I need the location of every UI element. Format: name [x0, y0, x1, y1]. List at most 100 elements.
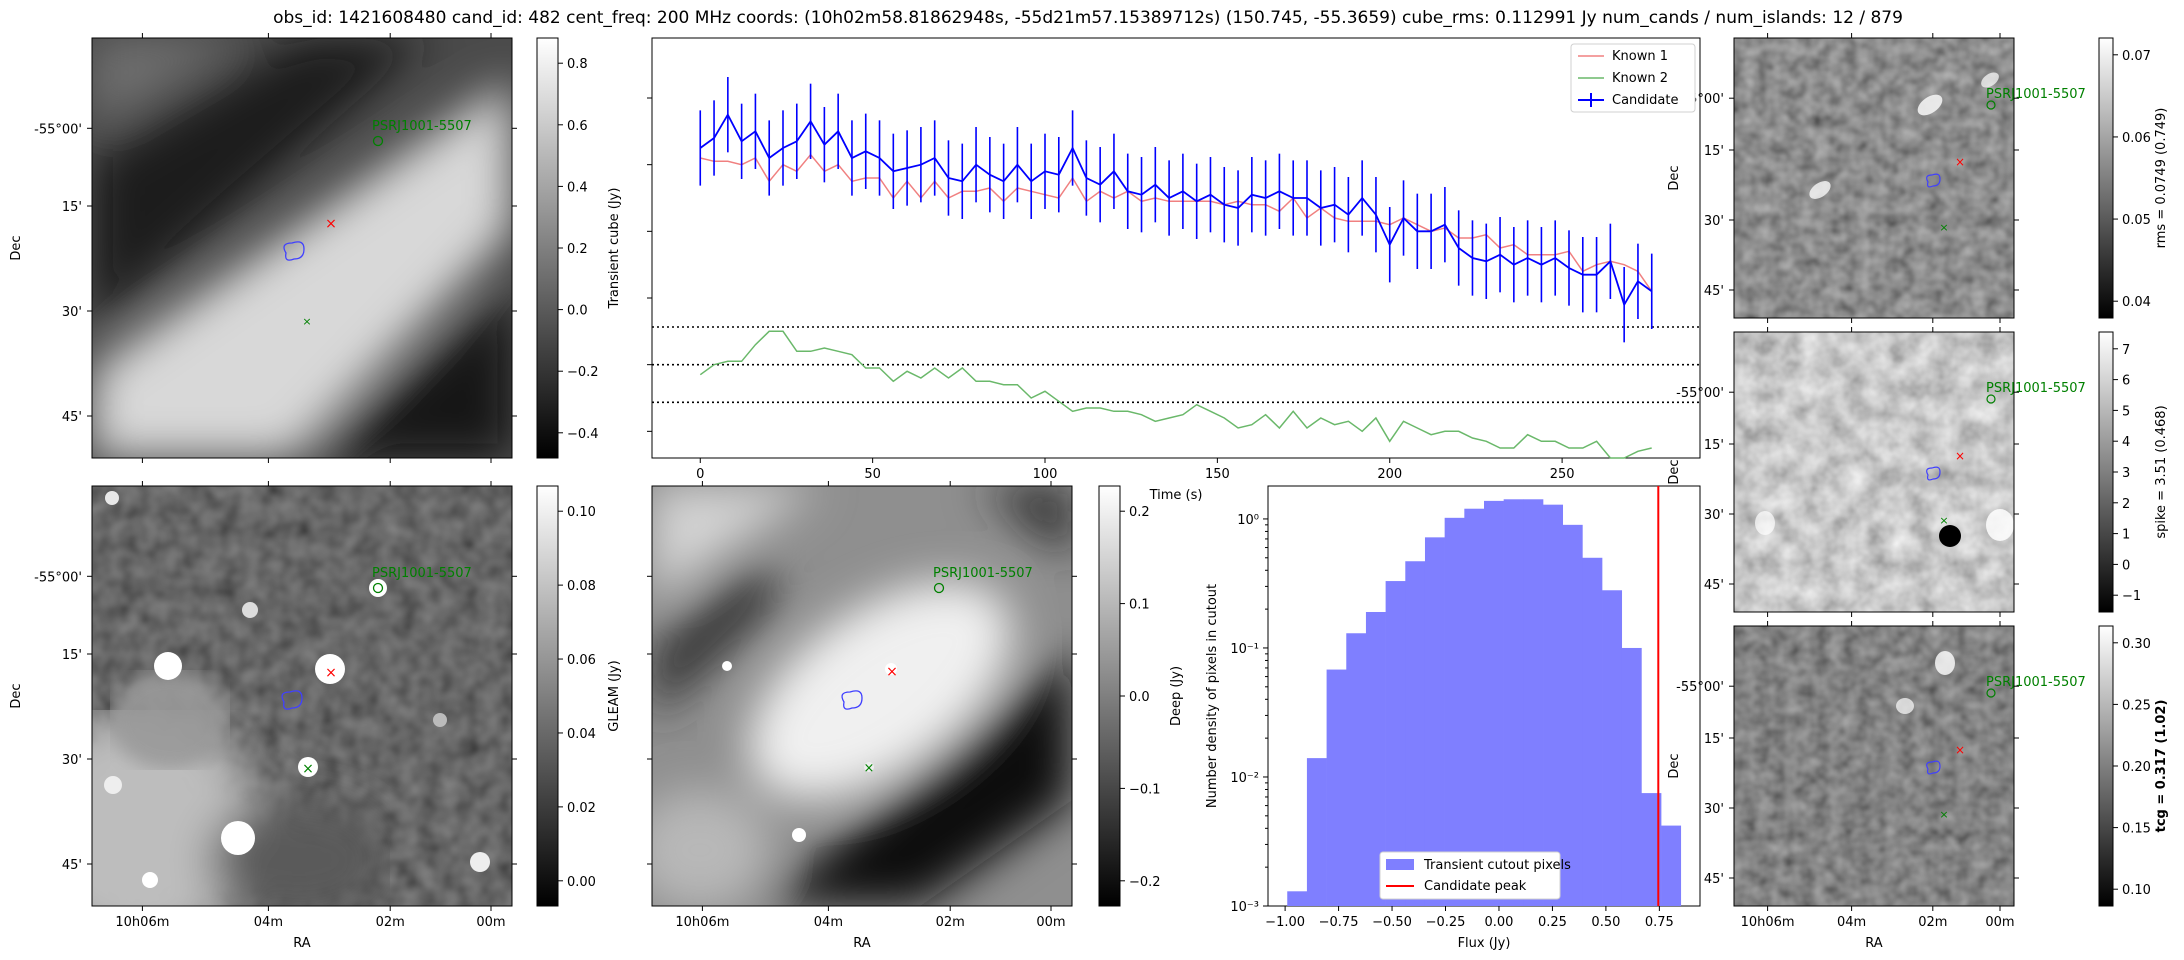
- dec-tick-label: 45': [1704, 284, 1724, 299]
- spike-image: [1734, 332, 2014, 612]
- candidate-line: [699, 112, 1653, 307]
- histogram-bar: [1641, 793, 1662, 906]
- x-axis-label: Flux (Jy): [1458, 936, 1511, 951]
- svg-text:×: ×: [1955, 449, 1965, 463]
- ra-tick-label: 00m: [1985, 915, 2014, 930]
- svg-text:×: ×: [325, 665, 337, 681]
- spike-colorbar: [2098, 331, 2114, 613]
- dec-axis-label: Dec: [1667, 165, 1682, 190]
- gleam-overlays: × × PSRJ1001-5507: [281, 566, 472, 777]
- x-tick-label: 250: [1550, 467, 1575, 482]
- dec-tick-label: 15': [1704, 144, 1724, 159]
- spike-overlays: × × PSRJ1001-5507: [1926, 381, 2086, 527]
- dec-axis-label: Dec: [1667, 753, 1682, 778]
- colorbar-label: Deep (Jy): [1169, 666, 1184, 726]
- colorbar-tick-label: −0.2: [567, 365, 599, 380]
- ra-tick-label: 10h06m: [1741, 915, 1795, 930]
- histogram-bar: [1503, 499, 1524, 906]
- colorbar-tick-label: 0.05: [2122, 213, 2151, 228]
- psr-label: PSRJ1001-5507: [1986, 381, 2086, 396]
- x-tick-label: 0.50: [1591, 915, 1620, 930]
- ra-tick-label: 04m: [1837, 915, 1866, 930]
- colorbar-tick-label: 0.6: [567, 119, 588, 134]
- rms-image: [1734, 38, 2014, 318]
- ra-tick-label: 10h06m: [675, 915, 729, 930]
- y-tick-label: 10⁻¹: [1230, 642, 1259, 657]
- dec-axis-label: Dec: [9, 683, 24, 708]
- known2-line: [699, 330, 1652, 459]
- psr-label: PSRJ1001-5507: [372, 566, 472, 581]
- transient-image: [92, 38, 512, 458]
- x-tick-label: −0.25: [1426, 915, 1466, 930]
- colorbar-tick-label: 3: [2122, 466, 2130, 481]
- histogram-bar: [1543, 504, 1564, 906]
- legend-candidate: Candidate: [1612, 93, 1678, 108]
- histogram-bar: [1602, 590, 1623, 906]
- gleam-image: [92, 486, 512, 906]
- dec-tick-label: 30': [62, 305, 82, 320]
- figure-title: obs_id: 1421608480 cand_id: 482 cent_fre…: [273, 8, 1903, 28]
- colorbar-tick-label: 0.15: [2122, 822, 2151, 837]
- colorbar-tick-label: 4: [2122, 435, 2130, 450]
- colorbar-tick-label: −0.2: [1129, 875, 1161, 890]
- dec-tick-label: 45': [1704, 578, 1724, 593]
- histogram-bar: [1444, 517, 1465, 906]
- x-tick-label: 100: [1033, 467, 1058, 482]
- dec-tick-label: 30': [1704, 508, 1724, 523]
- histogram-bar: [1346, 633, 1367, 906]
- colorbar-tick-label: 0.8: [567, 57, 588, 72]
- panel-transient: × × PSRJ1001-5507 -55°00' 15' 30' 45' Dec 0.8…: [9, 33, 622, 463]
- colorbar-tick-label: 0.1: [1129, 598, 1150, 613]
- ra-tick-label: 10h06m: [115, 915, 169, 930]
- x-tick-label: 0.75: [1645, 915, 1674, 930]
- panel-rms: × × PSRJ1001-5507 -55°00'15'30'45'Dec0.0…: [1667, 33, 2169, 323]
- svg-text:×: ×: [1939, 221, 1948, 234]
- histogram-bar: [1661, 825, 1682, 906]
- colorbar-tick-label: 0: [2122, 558, 2130, 573]
- psr-label: PSRJ1001-5507: [1986, 675, 2086, 690]
- x-tick-label: −0.50: [1372, 915, 1412, 930]
- colorbar-tick-label: 0.20: [2122, 760, 2151, 775]
- transient-colorbar: [536, 37, 559, 459]
- ra-tick-label: 00m: [476, 915, 505, 930]
- svg-text:×: ×: [1955, 743, 1965, 757]
- ra-tick-label: 02m: [936, 915, 965, 930]
- rms-overlays: × × PSRJ1001-5507: [1926, 87, 2086, 234]
- ra-tick-label: 02m: [1918, 915, 1947, 930]
- lightcurve-legend: Known 1 Known 2 Candidate: [1570, 43, 1696, 113]
- panel-spike: × × PSRJ1001-5507 -55°00'15'30'45'Dec765…: [1667, 327, 2169, 617]
- svg-text:×: ×: [1955, 155, 1965, 169]
- x-tick-label: 0: [696, 467, 704, 482]
- histogram-bar: [1326, 669, 1347, 906]
- histogram-bar: [1306, 758, 1327, 906]
- y-tick-label: 10⁻²: [1230, 771, 1259, 786]
- dec-tick-label: 30': [1704, 214, 1724, 229]
- dec-tick-label: 30': [1704, 802, 1724, 817]
- colorbar-tick-label: 0.10: [567, 505, 596, 520]
- y-axis-label: Number density of pixels in cutout: [1205, 584, 1220, 808]
- dec-tick-label: 30': [62, 753, 82, 768]
- x-tick-label: −1.00: [1265, 915, 1305, 930]
- dec-tick-label: -55°00': [34, 122, 82, 137]
- histogram-bar: [1287, 891, 1308, 906]
- x-tick-label: 50: [864, 467, 881, 482]
- deep-overlays: × × PSRJ1001-5507: [841, 566, 1033, 776]
- psr-label: PSRJ1001-5507: [372, 119, 472, 134]
- colorbar-tick-label: 0.07: [2122, 49, 2151, 64]
- colorbar-label: spike = 3.51 (0.468): [2154, 405, 2169, 538]
- legend-hist: Transient cutout pixels: [1423, 858, 1571, 873]
- psr-label: PSRJ1001-5507: [1986, 87, 2086, 102]
- rms-colorbar: [2098, 37, 2114, 319]
- colorbar-tick-label: 0.30: [2122, 637, 2151, 652]
- histogram-bar: [1562, 524, 1583, 906]
- colorbar-label: rms = 0.0749 (0.749): [2154, 108, 2169, 249]
- colorbar-tick-label: 0.06: [567, 653, 596, 668]
- colorbar-tick-label: 0.0: [1129, 690, 1150, 705]
- dec-tick-label: 15': [62, 200, 82, 215]
- y-tick-label: 10⁻³: [1230, 900, 1259, 915]
- dec-tick-label: 15': [62, 648, 82, 663]
- deep-colorbar: [1098, 485, 1121, 907]
- colorbar-tick-label: 0.04: [2122, 295, 2151, 310]
- tcg-colorbar: [2098, 625, 2114, 907]
- lightcurve-panel: 0 50 100 150 200 250 Time (s) Known 1 Known 2 …: [647, 37, 1701, 503]
